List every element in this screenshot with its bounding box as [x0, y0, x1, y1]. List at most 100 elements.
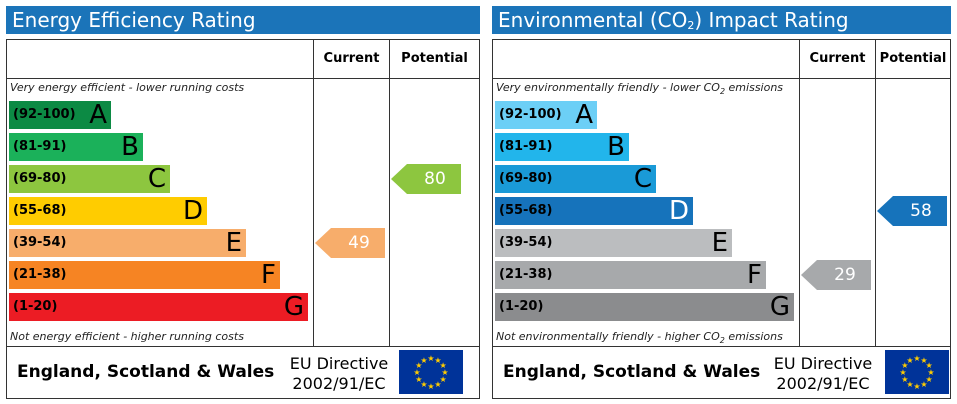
band-letter-label: G	[283, 292, 304, 322]
rating-band-b: (81-91) B	[495, 133, 629, 161]
band-letter-label: F	[261, 260, 276, 290]
band-letter-label: E	[711, 228, 728, 258]
eu-star-icon: ★	[441, 368, 448, 377]
current-rating-value: 49	[348, 233, 370, 253]
potential-rating-arrow-shape	[877, 196, 947, 226]
rating-band-e: (39-54) E	[495, 229, 732, 257]
band-letter-label: E	[225, 228, 242, 258]
column-divider	[389, 40, 390, 346]
eu-flag-icon: ★ ★ ★ ★ ★ ★ ★ ★ ★ ★ ★ ★	[885, 350, 949, 394]
eu-star-icon: ★	[927, 368, 934, 377]
potential-rating-arrow: 80	[391, 164, 461, 194]
column-divider	[313, 40, 314, 346]
eu-star-icon: ★	[906, 356, 913, 365]
eu-star-icon: ★	[440, 361, 447, 370]
eu-star-icon: ★	[413, 368, 420, 377]
band-letter-label: B	[607, 132, 625, 162]
rating-band-f: (21-38) F	[495, 261, 766, 289]
eu-directive-line2: 2002/91/EC	[776, 374, 870, 393]
environmental-impact-panel: Environmental (CO2) Impact Rating Curren…	[492, 6, 951, 399]
potential-rating-value: 80	[424, 169, 446, 189]
band-range-label: (69-80)	[499, 171, 553, 186]
energy-efficiency-title: Energy Efficiency Rating	[6, 6, 480, 34]
potential-rating-arrow: 58	[877, 196, 947, 226]
potential-column-header: Potential	[401, 51, 468, 66]
rating-band-f: (21-38) F	[9, 261, 280, 289]
rating-band-b: (81-91) B	[9, 133, 143, 161]
band-range-label: (21-38)	[13, 267, 67, 282]
band-letter-label: F	[747, 260, 762, 290]
current-rating-arrow-shape	[315, 228, 385, 258]
top-note-prefix: Very environmentally friendly - lower CO	[496, 81, 720, 94]
energy-efficiency-panel: Energy Efficiency Rating Current Potenti…	[6, 6, 480, 399]
bottom-note: Not environmentally friendly - higher CO…	[496, 330, 783, 345]
rating-band-e: (39-54) E	[9, 229, 246, 257]
current-column-header: Current	[323, 51, 380, 66]
column-divider	[799, 40, 800, 346]
current-column-header: Current	[809, 51, 866, 66]
band-letter-label: D	[668, 196, 689, 226]
top-note-subscript: 2	[719, 87, 726, 97]
eu-flag-icon: ★ ★ ★ ★ ★ ★ ★ ★ ★ ★ ★ ★	[399, 350, 463, 394]
top-note-suffix: emissions	[725, 81, 784, 94]
eu-star-icon: ★	[920, 356, 927, 365]
band-range-label: (1-20)	[13, 299, 58, 314]
environmental-impact-title: Environmental (CO2) Impact Rating	[492, 6, 951, 34]
band-letter-label: G	[769, 292, 790, 322]
eu-star-icon: ★	[926, 375, 933, 384]
current-rating-arrow-shape	[801, 260, 871, 290]
eu-star-icon: ★	[434, 356, 441, 365]
eu-star-icon: ★	[901, 361, 908, 370]
footer-region: England, Scotland & Wales	[17, 362, 275, 382]
top-note: Very environmentally friendly - lower CO…	[496, 81, 783, 96]
title-suffix: ) Impact Rating	[694, 8, 849, 32]
bottom-note-prefix: Not environmentally friendly - higher CO	[496, 330, 720, 343]
band-range-label: (55-68)	[499, 203, 553, 218]
potential-rating-value: 58	[910, 201, 932, 221]
eu-star-icon: ★	[427, 354, 434, 363]
potential-column-header: Potential	[879, 51, 947, 66]
eu-star-icon: ★	[913, 354, 920, 363]
band-letter-label: D	[182, 196, 203, 226]
eu-directive: EU Directive 2002/91/EC	[285, 354, 393, 394]
eu-star-icon: ★	[906, 380, 913, 389]
rating-band-d: (55-68) D	[495, 197, 693, 225]
eu-directive-line2: 2002/91/EC	[292, 374, 386, 393]
band-range-label: (81-91)	[499, 139, 553, 154]
rating-band-d: (55-68) D	[9, 197, 207, 225]
eu-star-icon: ★	[913, 382, 920, 391]
footer-region: England, Scotland & Wales	[503, 362, 761, 382]
band-range-label: (81-91)	[13, 139, 67, 154]
bottom-note: Not energy efficient - higher running co…	[10, 330, 244, 343]
eu-directive-line1: EU Directive	[773, 354, 873, 373]
header-divider	[493, 78, 950, 79]
band-letter-label: B	[121, 132, 139, 162]
current-rating-arrow: 29	[801, 260, 871, 290]
footer-divider	[7, 346, 479, 347]
eu-star-icon: ★	[901, 375, 908, 384]
header-divider	[7, 78, 479, 79]
band-letter-label: C	[147, 164, 166, 194]
band-range-label: (39-54)	[499, 235, 553, 250]
band-letter-label: A	[89, 100, 107, 130]
current-rating-arrow: 49	[315, 228, 385, 258]
environmental-impact-chart: Current Potential Very environmentally f…	[492, 39, 951, 399]
band-range-label: (92-100)	[13, 107, 76, 122]
footer-divider	[493, 346, 950, 347]
eu-star-icon: ★	[415, 375, 422, 384]
title-prefix: Environmental (CO	[498, 8, 688, 32]
current-rating-value: 29	[834, 265, 856, 285]
eu-directive-line1: EU Directive	[289, 354, 389, 373]
bottom-note-suffix: emissions	[724, 330, 783, 343]
eu-star-icon: ★	[415, 361, 422, 370]
band-range-label: (21-38)	[499, 267, 553, 282]
eu-star-icon: ★	[920, 380, 927, 389]
eu-star-icon: ★	[440, 375, 447, 384]
eu-star-icon: ★	[427, 382, 434, 391]
band-letter-label: A	[575, 100, 593, 130]
band-range-label: (39-54)	[13, 235, 67, 250]
eu-star-icon: ★	[899, 368, 906, 377]
eu-directive: EU Directive 2002/91/EC	[769, 354, 877, 394]
bottom-note-subscript: 2	[719, 336, 725, 346]
rating-band-c: (69-80) C	[9, 165, 170, 193]
